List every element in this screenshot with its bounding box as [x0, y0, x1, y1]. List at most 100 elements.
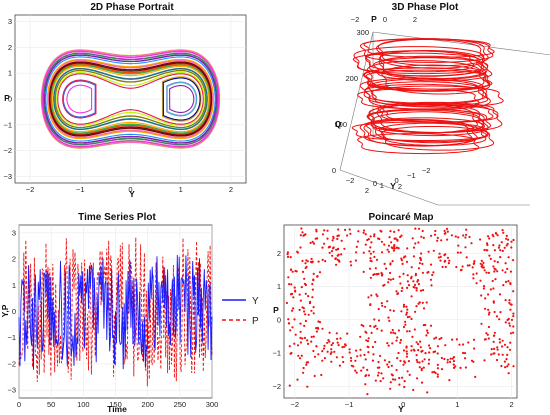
scatter-point [424, 352, 427, 355]
scatter-point [326, 229, 329, 232]
phase-curve [161, 76, 202, 122]
scatter-point [305, 363, 308, 366]
scatter-point [462, 343, 465, 346]
y-tick-label: −2 [3, 146, 12, 155]
scatter-point [377, 371, 380, 374]
scatter-point [401, 376, 404, 379]
scatter-point [410, 349, 413, 352]
scatter-point [474, 375, 477, 378]
trajectory-loop [367, 78, 484, 105]
scatter-point [354, 359, 357, 362]
scatter-point [359, 354, 362, 357]
scatter-point [485, 332, 488, 335]
scatter-point [492, 352, 495, 355]
scatter-point [302, 371, 305, 374]
y-tick-label: 2 [8, 43, 12, 52]
y-axis-label-timeseries: Y,P [0, 304, 10, 317]
trajectory-loop [353, 46, 489, 77]
scatter-point [309, 241, 312, 244]
scatter-point [509, 341, 512, 344]
scatter-point [502, 231, 505, 234]
scatter-point [343, 247, 346, 250]
scatter-point [377, 307, 380, 311]
scatter-point [505, 234, 508, 237]
y-tick-label: 0 [277, 315, 281, 324]
scatter-point [375, 293, 378, 296]
panel-poincare-map: Poincaré Map −2 −1 0 1 2 −2 −1 0 1 2 Y P [272, 212, 518, 414]
scatter-point [492, 244, 495, 247]
scatter-point [335, 263, 338, 266]
scatter-point [388, 236, 391, 239]
scatter-point [377, 360, 380, 364]
scatter-point [412, 255, 415, 258]
scatter-point [369, 235, 372, 238]
scatter-point [508, 348, 512, 351]
scatter-point [379, 354, 382, 357]
scatter-point [415, 287, 418, 290]
scatter-point [498, 244, 501, 247]
scatter-point [509, 308, 512, 311]
scatter-point [380, 230, 383, 233]
scatter-point [335, 356, 338, 359]
x-tick-label: 0 [401, 400, 405, 409]
scatter-point [420, 235, 423, 238]
x-tick-label: 200 [141, 400, 154, 409]
scatter-point [483, 248, 486, 252]
scatter-point [419, 289, 423, 292]
scatter-point [314, 237, 317, 240]
scatter-point [486, 249, 489, 252]
scatter-point [413, 286, 416, 289]
scatter-point [439, 259, 442, 262]
scatter-point [402, 349, 406, 352]
scatter-point [372, 250, 375, 253]
scatter-point [336, 337, 339, 340]
scatter-point [417, 343, 420, 346]
scatter-point [364, 233, 367, 236]
scatter-point [328, 245, 332, 248]
scatter-point [494, 278, 497, 281]
scatter-point [448, 379, 451, 382]
scatter-point [390, 246, 393, 249]
scatter-point [335, 248, 338, 251]
scatter-point [299, 299, 302, 302]
scatter-point [303, 324, 306, 327]
scatter-point [449, 357, 452, 360]
scatter-point [491, 279, 494, 283]
scatter-point [440, 368, 444, 371]
scatter-point [502, 284, 505, 287]
scatter-point [397, 329, 400, 332]
scatter-point [354, 369, 357, 372]
scatter-point [370, 331, 373, 334]
scatter-point [433, 233, 437, 236]
scatter-point [391, 342, 394, 345]
scatter-point [463, 352, 467, 355]
y-axis-label-poincare: P [273, 305, 279, 315]
scatter-point [512, 312, 515, 315]
scatter-point [311, 282, 314, 286]
scatter-point [380, 372, 383, 375]
scatter-point [301, 259, 304, 262]
scatter-point [369, 276, 372, 279]
scatter-point [386, 248, 389, 251]
scatter-point [376, 295, 379, 298]
scatter-point [392, 331, 395, 334]
y-tick-label: 2 [398, 182, 402, 191]
scatter-point [446, 238, 449, 241]
scatter-point [360, 323, 363, 327]
scatter-point [299, 234, 302, 237]
scatter-point [312, 312, 315, 315]
scatter-point [317, 327, 320, 330]
scatter-point [316, 275, 319, 278]
scatter-point [391, 374, 394, 377]
scatter-point [389, 262, 392, 265]
scatter-point [490, 353, 493, 356]
scatter-point [337, 344, 340, 347]
scatter-point [365, 374, 368, 377]
scatter-point [399, 339, 403, 342]
scatter-point [470, 242, 473, 245]
phase-curve [48, 61, 213, 137]
scatter-point [294, 333, 297, 336]
trajectory-loop [363, 67, 491, 92]
scatter-point [433, 370, 436, 373]
